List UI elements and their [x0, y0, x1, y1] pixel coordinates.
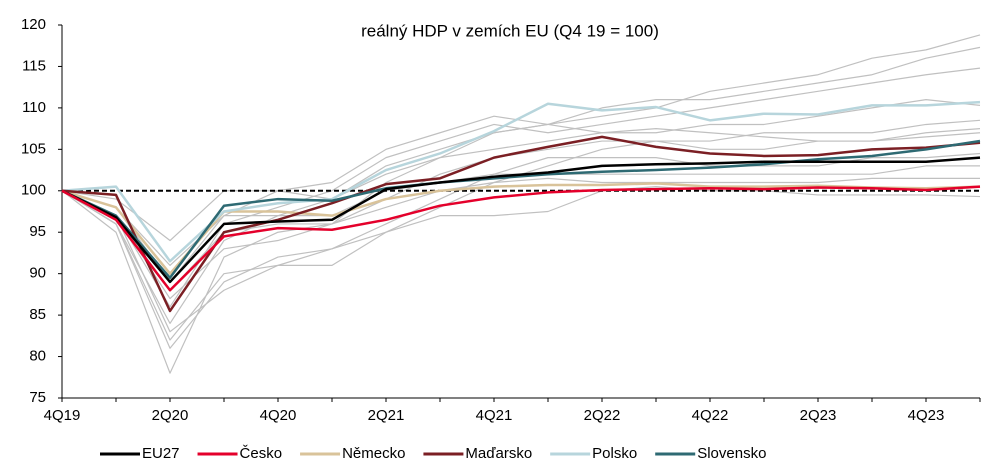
series-line: [61, 185, 981, 292]
legend-label: Slovensko: [697, 445, 766, 462]
x-tick-label: 2Q20: [152, 407, 189, 424]
other-country-line: [61, 186, 981, 349]
other-country-line: [61, 67, 981, 308]
legend-label: Maďarsko: [465, 445, 532, 462]
x-tick-label: 4Q19: [44, 407, 81, 424]
series-line: [61, 156, 981, 284]
other-country-line: [61, 98, 981, 283]
y-tick-label: 120: [21, 16, 46, 33]
y-tick-label: 110: [22, 99, 46, 116]
y-tick-label: 85: [29, 306, 46, 323]
y-tick-label: 115: [22, 57, 46, 74]
y-tick-label: 90: [29, 265, 46, 282]
y-tick-label: 75: [29, 389, 46, 406]
y-tick-label: 100: [21, 182, 46, 199]
legend-label: Polsko: [592, 445, 637, 462]
x-tick-label: 4Q21: [476, 407, 513, 424]
x-tick-label: 2Q21: [368, 407, 405, 424]
legend-label: EU27: [142, 445, 180, 462]
x-tick-label: 2Q23: [800, 407, 837, 424]
x-tick-label: 2Q22: [584, 407, 621, 424]
x-tick-label: 4Q20: [260, 407, 297, 424]
chart-title: reálný HDP v zemích EU (Q4 19 = 100): [361, 21, 659, 40]
other-country-line: [61, 128, 981, 242]
x-tick-label: 4Q22: [692, 407, 729, 424]
other-country-line: [61, 152, 981, 333]
series-line: [61, 182, 981, 275]
series-line: [61, 139, 981, 280]
y-tick-label: 105: [21, 140, 46, 157]
legend-label: Česko: [240, 445, 283, 462]
x-tick-label: 4Q23: [908, 407, 945, 424]
y-tick-label: 95: [29, 223, 46, 240]
other-country-line: [61, 177, 980, 291]
legend-label: Německo: [342, 445, 405, 462]
y-tick-label: 80: [29, 348, 46, 365]
other-country-line: [61, 34, 981, 374]
